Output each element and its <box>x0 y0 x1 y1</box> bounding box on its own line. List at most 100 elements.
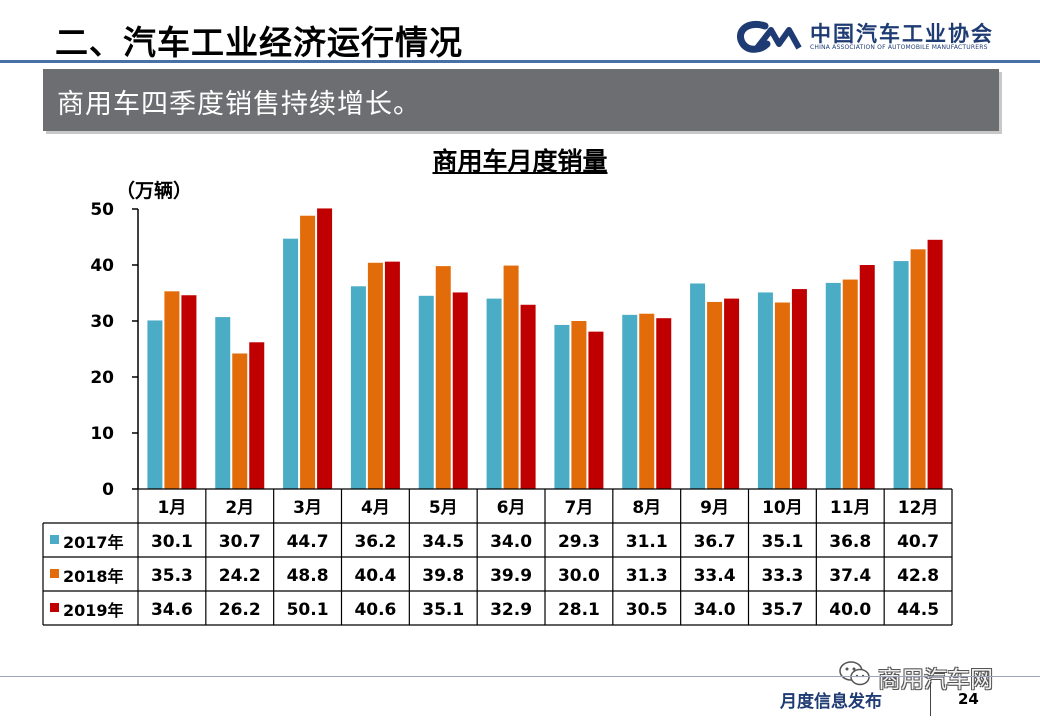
x-tick-label: 10月 <box>762 498 803 518</box>
watermark-text: 商用汽车网 <box>878 667 993 693</box>
bar <box>367 262 383 489</box>
bar <box>554 324 570 489</box>
data-label: 29.3 <box>558 532 600 552</box>
chart-title: 商用车月度销量 <box>432 147 608 176</box>
bar <box>791 289 807 489</box>
y-tick-label: 20 <box>90 368 114 388</box>
bar <box>249 342 265 489</box>
data-label: 34.6 <box>151 600 193 620</box>
bar <box>622 314 638 489</box>
x-tick-label: 9月 <box>700 498 729 518</box>
data-label: 32.9 <box>490 600 532 620</box>
bar <box>707 301 723 489</box>
headline-banner: 商用车四季度销售持续增长。 <box>43 69 999 131</box>
bar <box>859 265 875 489</box>
bar <box>757 292 773 489</box>
data-label: 36.2 <box>354 532 396 552</box>
data-label: 31.1 <box>626 532 668 552</box>
logo-chinese-name: 中国汽车工业协会 <box>810 22 994 46</box>
data-label: 30.5 <box>626 600 668 620</box>
data-label: 34.0 <box>694 600 736 620</box>
x-tick-label: 5月 <box>429 498 458 518</box>
legend-entry: 2019年 <box>63 601 124 620</box>
wechat-watermark: 商用汽车网 <box>838 660 1018 693</box>
bar <box>639 313 655 489</box>
page-number: 24 <box>958 690 979 708</box>
data-label: 44.7 <box>287 532 329 552</box>
bar <box>215 317 231 489</box>
headline-text: 商用车四季度销售持续增长。 <box>57 89 421 120</box>
bar <box>418 295 434 489</box>
data-label: 35.7 <box>761 600 803 620</box>
logo-english-name: CHINA ASSOCIATION OF AUTOMOBILE MANUFACT… <box>810 44 988 51</box>
y-tick-label: 30 <box>90 312 114 332</box>
bar <box>520 304 536 489</box>
section-title: 二、汽车工业经济运行情况 <box>55 23 463 62</box>
data-label: 34.0 <box>490 532 532 552</box>
x-tick-label: 2月 <box>225 498 254 518</box>
bar <box>300 215 316 489</box>
data-label: 30.1 <box>151 532 193 552</box>
bar <box>317 208 333 489</box>
data-label: 40.4 <box>354 566 396 586</box>
data-label: 30.0 <box>558 566 600 586</box>
data-label: 28.1 <box>558 600 600 620</box>
data-label: 36.7 <box>694 532 736 552</box>
x-tick-label: 11月 <box>830 498 871 518</box>
data-label: 40.6 <box>354 600 396 620</box>
bar <box>724 298 740 489</box>
x-tick-label: 3月 <box>293 498 322 518</box>
legend-swatch <box>50 603 59 612</box>
data-label: 36.8 <box>829 532 871 552</box>
data-label: 35.3 <box>151 566 193 586</box>
x-tick-label: 1月 <box>157 498 186 518</box>
y-tick-label: 10 <box>90 424 114 444</box>
x-tick-label: 12月 <box>898 498 939 518</box>
legend-entry: 2017年 <box>63 533 124 552</box>
bar <box>571 321 587 489</box>
bar <box>656 318 672 489</box>
bar <box>774 302 790 489</box>
bar <box>503 265 519 489</box>
data-label: 33.3 <box>761 566 803 586</box>
bar <box>690 283 706 489</box>
data-label: 39.8 <box>422 566 464 586</box>
data-label: 44.5 <box>897 600 939 620</box>
data-label: 34.5 <box>422 532 464 552</box>
bar <box>147 320 163 489</box>
data-label: 40.0 <box>829 600 871 620</box>
y-tick-label: 50 <box>90 200 114 220</box>
x-tick-label: 8月 <box>632 498 661 518</box>
footer-label: 月度信息发布 <box>780 692 882 712</box>
bar <box>893 261 909 489</box>
wechat-icon <box>839 661 870 686</box>
y-axis-unit-label: （万辆） <box>116 180 193 202</box>
y-tick-label: 0 <box>102 480 114 500</box>
x-tick-label: 7月 <box>564 498 593 518</box>
bar <box>232 353 248 489</box>
footer-rule <box>0 676 1040 677</box>
x-tick-label: 6月 <box>497 498 526 518</box>
bar <box>452 292 468 489</box>
bar <box>283 238 299 489</box>
footer-divider <box>930 682 931 716</box>
data-label: 26.2 <box>219 600 261 620</box>
caam-logo: 中国汽车工业协会 CHINA ASSOCIATION OF AUTOMOBILE… <box>735 18 1000 56</box>
bar <box>384 261 400 489</box>
bar <box>350 286 366 489</box>
legend-swatch <box>50 569 59 578</box>
bar <box>486 298 502 489</box>
data-label: 33.4 <box>694 566 736 586</box>
data-label: 35.1 <box>422 600 464 620</box>
data-label: 48.8 <box>287 566 329 586</box>
y-tick-label: 40 <box>90 256 114 276</box>
bar <box>910 249 926 489</box>
caam-logo-mark-icon <box>737 21 802 53</box>
data-label: 37.4 <box>829 566 871 586</box>
bar <box>825 282 841 489</box>
bar <box>588 331 604 489</box>
bar <box>842 279 858 489</box>
data-label: 31.3 <box>626 566 668 586</box>
data-label: 30.7 <box>219 532 261 552</box>
